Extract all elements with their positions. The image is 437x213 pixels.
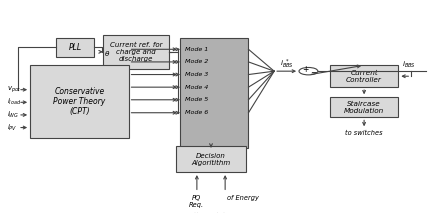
Text: Req.: Req. <box>189 201 205 208</box>
Text: $i_{BBS}$: $i_{BBS}$ <box>402 60 416 70</box>
Text: +: + <box>302 65 309 74</box>
Text: $\theta$: $\theta$ <box>104 49 111 58</box>
FancyBboxPatch shape <box>56 37 94 57</box>
Text: PQ: PQ <box>192 195 201 201</box>
Text: Conservative
Power Theory
(CPT): Conservative Power Theory (CPT) <box>53 86 105 116</box>
Text: Mode 2: Mode 2 <box>185 59 208 64</box>
Text: to switches: to switches <box>345 130 383 136</box>
FancyBboxPatch shape <box>103 35 169 69</box>
FancyBboxPatch shape <box>330 65 399 87</box>
Text: Current ref. for
charge and
discharge: Current ref. for charge and discharge <box>110 42 162 62</box>
Text: −: − <box>310 68 316 77</box>
Text: of Energy: of Energy <box>227 195 259 201</box>
Text: $i_{PV}$: $i_{PV}$ <box>7 122 17 133</box>
FancyBboxPatch shape <box>30 65 128 138</box>
FancyBboxPatch shape <box>180 38 249 148</box>
Text: Mode 6: Mode 6 <box>185 110 208 115</box>
Text: $i_{BBS}^{\ *}$: $i_{BBS}^{\ *}$ <box>280 58 294 71</box>
Text: Mode 4: Mode 4 <box>185 85 208 90</box>
Text: Staircase
Modulation: Staircase Modulation <box>344 101 384 114</box>
Text: Current
Controller: Current Controller <box>346 70 382 83</box>
Text: Decision
Algoritithm: Decision Algoritithm <box>191 153 231 166</box>
Text: PLL: PLL <box>69 43 82 52</box>
Text: Mode 5: Mode 5 <box>185 97 208 102</box>
FancyBboxPatch shape <box>176 146 246 172</box>
FancyBboxPatch shape <box>330 97 399 117</box>
Text: $i_{WG}$: $i_{WG}$ <box>7 110 19 120</box>
Text: Mode 3: Mode 3 <box>185 72 208 77</box>
Text: $i_{load}$: $i_{load}$ <box>7 97 21 107</box>
Text: $v_{pcc}$: $v_{pcc}$ <box>7 84 21 95</box>
Text: Mode 1: Mode 1 <box>185 47 208 52</box>
